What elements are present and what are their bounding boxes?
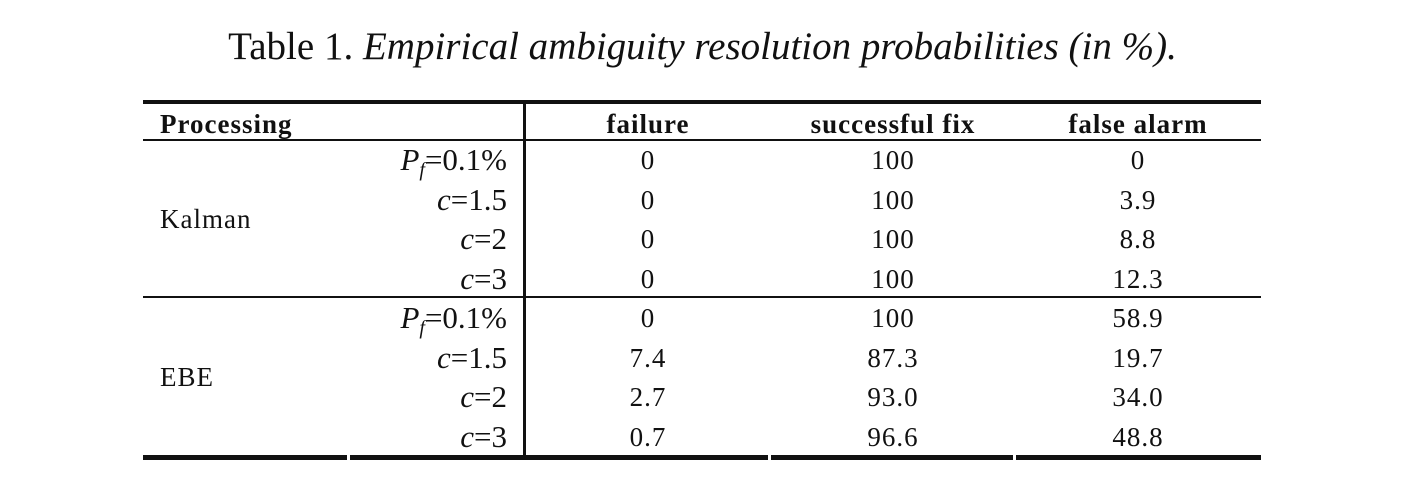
setting-value: =3 <box>474 418 507 454</box>
cell-failure: 0 <box>640 184 656 215</box>
table-bottom-rule <box>350 455 768 460</box>
cell-successful-fix: 93.0 <box>867 382 919 412</box>
row-setting: Pf=0.1% <box>333 140 507 180</box>
cell-false-alarm: 3.9 <box>1119 184 1157 215</box>
table-caption: Table 1. Empirical ambiguity resolution … <box>0 22 1405 72</box>
setting-value: =1.5 <box>450 339 507 375</box>
cell-successful-fix: 96.6 <box>867 421 919 452</box>
row-setting: c=2 <box>333 219 507 259</box>
setting-value: =2 <box>474 379 507 414</box>
setting-value: =1.5 <box>450 181 507 217</box>
setting-symbol: c <box>460 260 475 296</box>
cell-failure: 0 <box>640 303 656 333</box>
setting-symbol: c <box>437 339 451 375</box>
setting-value: =2 <box>474 221 507 256</box>
row-setting: c=2 <box>333 377 507 417</box>
table-bottom-rule <box>771 455 1013 460</box>
cell-false-alarm: 34.0 <box>1112 382 1164 412</box>
row-setting: c=1.5 <box>333 180 507 220</box>
cell-false-alarm: 58.9 <box>1112 303 1164 333</box>
cell-failure: 0 <box>640 263 656 294</box>
header-processing: Processing <box>160 109 293 139</box>
cell-failure: 7.4 <box>629 342 667 373</box>
header-false-alarm: false alarm <box>1068 109 1208 139</box>
cell-failure: 0 <box>640 224 656 254</box>
cell-successful-fix: 100 <box>871 145 915 175</box>
table-bottom-rule <box>1016 455 1261 460</box>
setting-value: =3 <box>474 260 507 296</box>
cell-failure: 0.7 <box>629 421 667 452</box>
setting-subscript: f <box>419 317 425 339</box>
cell-successful-fix: 100 <box>871 303 915 333</box>
caption-text: Empirical ambiguity resolution probabili… <box>362 25 1177 68</box>
table-column-divider <box>523 100 526 460</box>
group-label: Kalman <box>160 204 252 234</box>
results-table: Processing failure successful fix false … <box>143 100 1261 460</box>
cell-false-alarm: 19.7 <box>1112 342 1164 373</box>
header-failure: failure <box>606 109 690 139</box>
cell-successful-fix: 100 <box>871 263 915 294</box>
setting-symbol: c <box>460 221 475 256</box>
setting-symbol: P <box>400 142 420 177</box>
cell-successful-fix: 100 <box>871 224 915 254</box>
cell-failure: 0 <box>640 145 656 175</box>
cell-false-alarm: 0 <box>1130 145 1146 175</box>
group-label: EBE <box>160 362 214 392</box>
setting-value: =0.1% <box>424 142 507 177</box>
setting-value: =0.1% <box>424 300 507 335</box>
setting-symbol: c <box>437 181 451 217</box>
table-header-rule <box>143 139 1261 141</box>
setting-subscript: f <box>419 159 425 181</box>
cell-false-alarm: 8.8 <box>1119 224 1157 254</box>
setting-symbol: c <box>460 379 475 414</box>
caption-label: Table 1. <box>228 25 354 68</box>
setting-symbol: P <box>400 300 420 335</box>
header-successful-fix: successful fix <box>810 109 976 139</box>
cell-false-alarm: 12.3 <box>1112 263 1164 294</box>
table-group-rule <box>143 296 1261 298</box>
setting-symbol: c <box>460 418 475 454</box>
cell-successful-fix: 87.3 <box>867 342 919 373</box>
row-setting: Pf=0.1% <box>333 298 507 338</box>
row-setting: c=3 <box>333 417 507 457</box>
table-bottom-rule <box>143 455 347 460</box>
row-setting: c=1.5 <box>333 338 507 378</box>
row-setting: c=3 <box>333 259 507 299</box>
table-top-rule <box>143 100 1261 104</box>
cell-false-alarm: 48.8 <box>1112 421 1164 452</box>
cell-failure: 2.7 <box>629 382 667 412</box>
cell-successful-fix: 100 <box>871 184 915 215</box>
